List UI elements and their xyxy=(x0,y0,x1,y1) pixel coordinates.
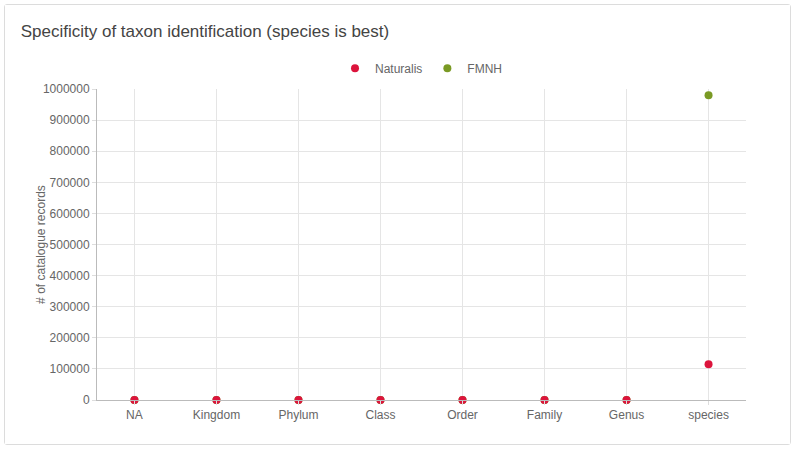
svg-text:Family: Family xyxy=(527,408,562,422)
svg-text:Genus: Genus xyxy=(609,408,644,422)
svg-text:300000: 300000 xyxy=(50,300,90,314)
svg-text:Phylum: Phylum xyxy=(278,408,318,422)
svg-text:Class: Class xyxy=(365,408,395,422)
svg-text:Kingdom: Kingdom xyxy=(193,408,240,422)
svg-text:Order: Order xyxy=(447,408,478,422)
svg-text:species: species xyxy=(688,408,729,422)
svg-text:800000: 800000 xyxy=(50,144,90,158)
svg-text:500000: 500000 xyxy=(50,238,90,252)
svg-text:100000: 100000 xyxy=(50,362,90,376)
svg-text:200000: 200000 xyxy=(50,331,90,345)
svg-text:Naturalis: Naturalis xyxy=(375,62,422,76)
svg-text:NA: NA xyxy=(126,408,143,422)
svg-text:600000: 600000 xyxy=(50,207,90,221)
svg-text:900000: 900000 xyxy=(50,113,90,127)
svg-text:FMNH: FMNH xyxy=(467,62,502,76)
svg-text:400000: 400000 xyxy=(50,269,90,283)
svg-text:Specificity of taxon identific: Specificity of taxon identification (spe… xyxy=(21,22,390,41)
svg-text:0: 0 xyxy=(83,393,90,407)
svg-text:700000: 700000 xyxy=(50,176,90,190)
svg-text:# of catalogue records: # of catalogue records xyxy=(34,185,48,304)
svg-text:1000000: 1000000 xyxy=(43,82,90,96)
